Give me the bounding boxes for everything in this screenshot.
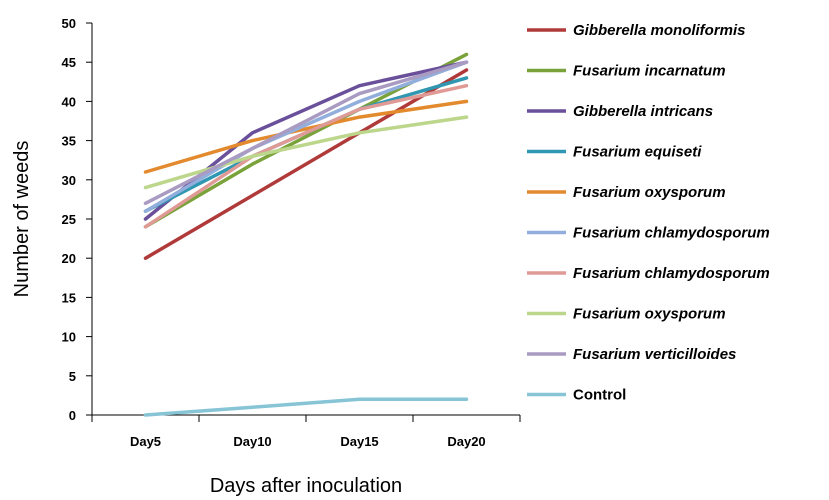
x-ticks: Day5 Day10 Day15 Day20	[91, 415, 521, 449]
y-tick-label: 35	[62, 134, 76, 149]
legend-label: Gibberella monoliformis	[573, 22, 746, 39]
series-line	[143, 397, 469, 417]
series-lines	[143, 52, 469, 417]
legend-item: Fusarium incarnatum	[527, 63, 726, 80]
y-axis-title: Number of weeds	[11, 141, 33, 298]
legend-item: Fusarium equiseti	[527, 144, 702, 161]
legend-label: Fusarium equiseti	[573, 144, 702, 161]
legend-item: Fusarium chlamydosporum	[527, 265, 770, 282]
y-ticks: 0 5 10 15 20 25 30 35 40 45 50	[62, 16, 92, 423]
series-line	[143, 60, 469, 206]
x-axis-title: Days after inoculation	[210, 475, 402, 497]
legend: Gibberella monoliformis Fusarium incarnat…	[527, 22, 770, 404]
legend-item: Fusarium oxysporum	[527, 306, 726, 323]
legend-item: Control	[527, 387, 626, 404]
legend-label: Fusarium oxysporum	[573, 184, 726, 201]
series-line	[143, 115, 469, 190]
legend-label: Gibberella intricans	[573, 103, 713, 120]
legend-item: Fusarium oxysporum	[527, 184, 726, 201]
legend-item: Gibberella intricans	[527, 103, 713, 120]
x-tick-label: Day20	[447, 434, 485, 449]
y-tick-label: 40	[62, 94, 76, 109]
y-tick-label: 5	[69, 369, 76, 384]
y-tick-label: 20	[62, 251, 76, 266]
series-line	[143, 68, 469, 260]
legend-label: Fusarium verticilloides	[573, 346, 736, 363]
series-line	[143, 60, 469, 213]
legend-label: Control	[573, 387, 626, 404]
y-tick-label: 0	[69, 408, 76, 423]
legend-label: Fusarium oxysporum	[573, 306, 726, 323]
legend-item: Gibberella monoliformis	[527, 22, 746, 39]
y-tick-label: 30	[62, 173, 76, 188]
y-tick-label: 15	[62, 290, 76, 305]
x-tick-label: Day10	[233, 434, 271, 449]
y-tick-label: 45	[62, 55, 76, 70]
series-line	[143, 99, 469, 174]
y-tick-label: 10	[62, 330, 76, 345]
x-tick-label: Day15	[340, 434, 378, 449]
legend-label: Fusarium incarnatum	[573, 63, 726, 80]
x-tick-label: Day5	[130, 434, 161, 449]
series-line	[143, 83, 469, 229]
legend-item: Fusarium chlamydosporum	[527, 225, 770, 242]
legend-label: Fusarium chlamydosporum	[573, 265, 770, 282]
legend-label: Fusarium chlamydosporum	[573, 225, 770, 242]
legend-item: Fusarium verticilloides	[527, 346, 736, 363]
y-tick-label: 50	[62, 16, 76, 31]
y-tick-label: 25	[62, 212, 76, 227]
